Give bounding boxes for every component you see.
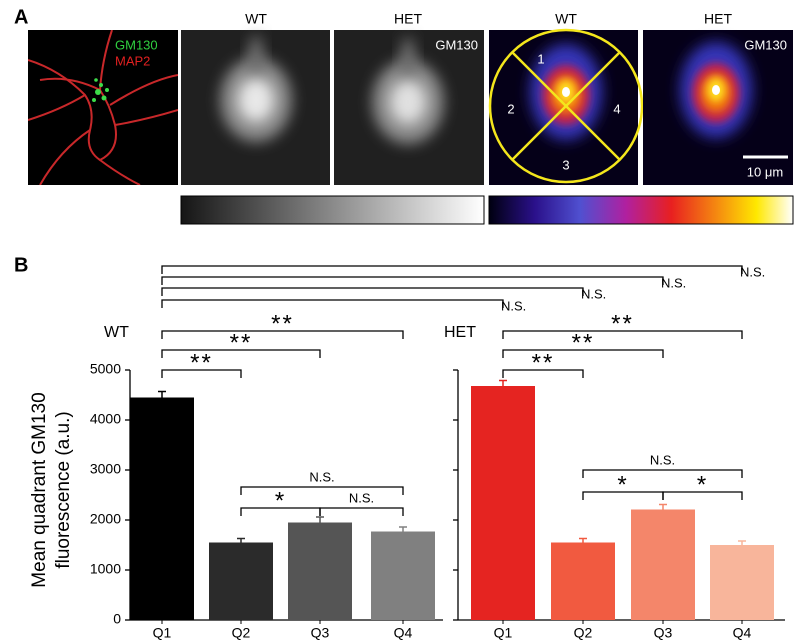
heat-image (488, 28, 644, 185)
corner-label: GM130 (744, 37, 787, 52)
y-tick-label: 1000 (90, 561, 121, 577)
bar (471, 386, 535, 620)
y-tick-label: 2000 (90, 511, 121, 527)
significance-label: * (275, 487, 286, 514)
significance-bracket (161, 330, 404, 339)
neuron (28, 30, 178, 185)
golgi-puncta (92, 78, 109, 102)
overlay-label: GM130 (115, 37, 158, 52)
gray-image (181, 30, 330, 185)
significance-label: N.S. (581, 286, 606, 301)
significance-bracket (161, 369, 242, 378)
bar (631, 509, 695, 620)
significance-label: ** (611, 310, 634, 337)
significance-label: * (697, 471, 708, 498)
significance-label: ** (190, 349, 213, 376)
significance-bracket (502, 349, 664, 358)
corner-label: GM130 (435, 37, 478, 52)
significance-label: N.S. (650, 452, 675, 467)
significance-bracket (582, 469, 743, 478)
charts: 0 1000 2000 3000 4000 5000 Q1 Q2 Q3 Q4 WT Mean quad… (29, 264, 785, 641)
significance-label: N.S. (501, 298, 526, 313)
x-tick-label: Q2 (232, 625, 251, 641)
colorbar (180, 195, 485, 225)
quadrant-label: 1 (537, 51, 544, 66)
significance-bracket (502, 369, 584, 378)
bar (288, 522, 352, 620)
significance-bracket (319, 507, 404, 516)
error-bar (579, 537, 587, 543)
x-tick-label: Q3 (654, 625, 673, 641)
x-tick-label: Q1 (494, 625, 513, 641)
bar (371, 531, 435, 620)
error-bar (316, 516, 324, 523)
significance-label: N.S. (740, 264, 765, 279)
y-tick-label: 3000 (90, 461, 121, 477)
bar (551, 542, 615, 620)
significance-label: N.S. (309, 469, 334, 484)
y-tick-label: 0 (113, 611, 121, 627)
x-tick-label: Q4 (394, 625, 413, 641)
significance-label: * (617, 471, 628, 498)
column-title: HET (394, 11, 422, 27)
bar (130, 397, 194, 620)
significance-bracket (161, 287, 584, 296)
quadrant-label: 2 (507, 101, 514, 116)
y-tick-label: 4000 (90, 411, 121, 427)
significance-bracket (161, 276, 664, 285)
x-tick-label: Q4 (733, 625, 752, 641)
significance-bracket (161, 349, 321, 358)
error-bar (158, 390, 166, 398)
y-axis-label: Mean quadrant GM130 (29, 392, 50, 587)
significance-label: ** (230, 329, 253, 356)
significance-bracket (161, 265, 743, 274)
quadrant-label: 3 (562, 157, 569, 172)
x-tick-label: Q1 (153, 625, 172, 641)
significance-bracket (161, 299, 504, 308)
significance-label: N.S. (661, 275, 686, 290)
chart-title: WT (104, 324, 129, 341)
significance-bracket (240, 486, 404, 495)
significance-label: N.S. (349, 490, 374, 505)
colorbar (488, 195, 794, 225)
x-tick-label: Q3 (311, 625, 330, 641)
significance-label: ** (572, 329, 595, 356)
panel-label: B (14, 254, 28, 276)
y-axis-label: fluorescence (a.u.) (53, 411, 74, 568)
quadrant-label: 4 (613, 101, 620, 116)
significance-bracket (502, 330, 743, 339)
gray-image (334, 30, 484, 185)
significance-bracket (662, 491, 743, 500)
error-bar (738, 540, 746, 545)
column-title: WT (245, 11, 267, 27)
significance-label: ** (271, 310, 294, 337)
column-title: WT (555, 11, 577, 27)
x-tick-label: Q2 (574, 625, 593, 641)
error-bar (659, 503, 667, 510)
scale-bar-label: 10 μm (747, 164, 783, 179)
error-bar (399, 526, 407, 532)
y-tick-label: 5000 (90, 361, 121, 377)
bar (209, 542, 273, 620)
bar (710, 545, 774, 620)
error-bar (499, 379, 507, 386)
overlay-label: MAP2 (115, 53, 150, 68)
error-bar (237, 537, 245, 543)
column-title: HET (704, 11, 732, 27)
chart-title: HET (444, 324, 476, 341)
panel-label: A (14, 6, 28, 28)
significance-label: ** (532, 349, 555, 376)
heat-image (643, 30, 793, 185)
